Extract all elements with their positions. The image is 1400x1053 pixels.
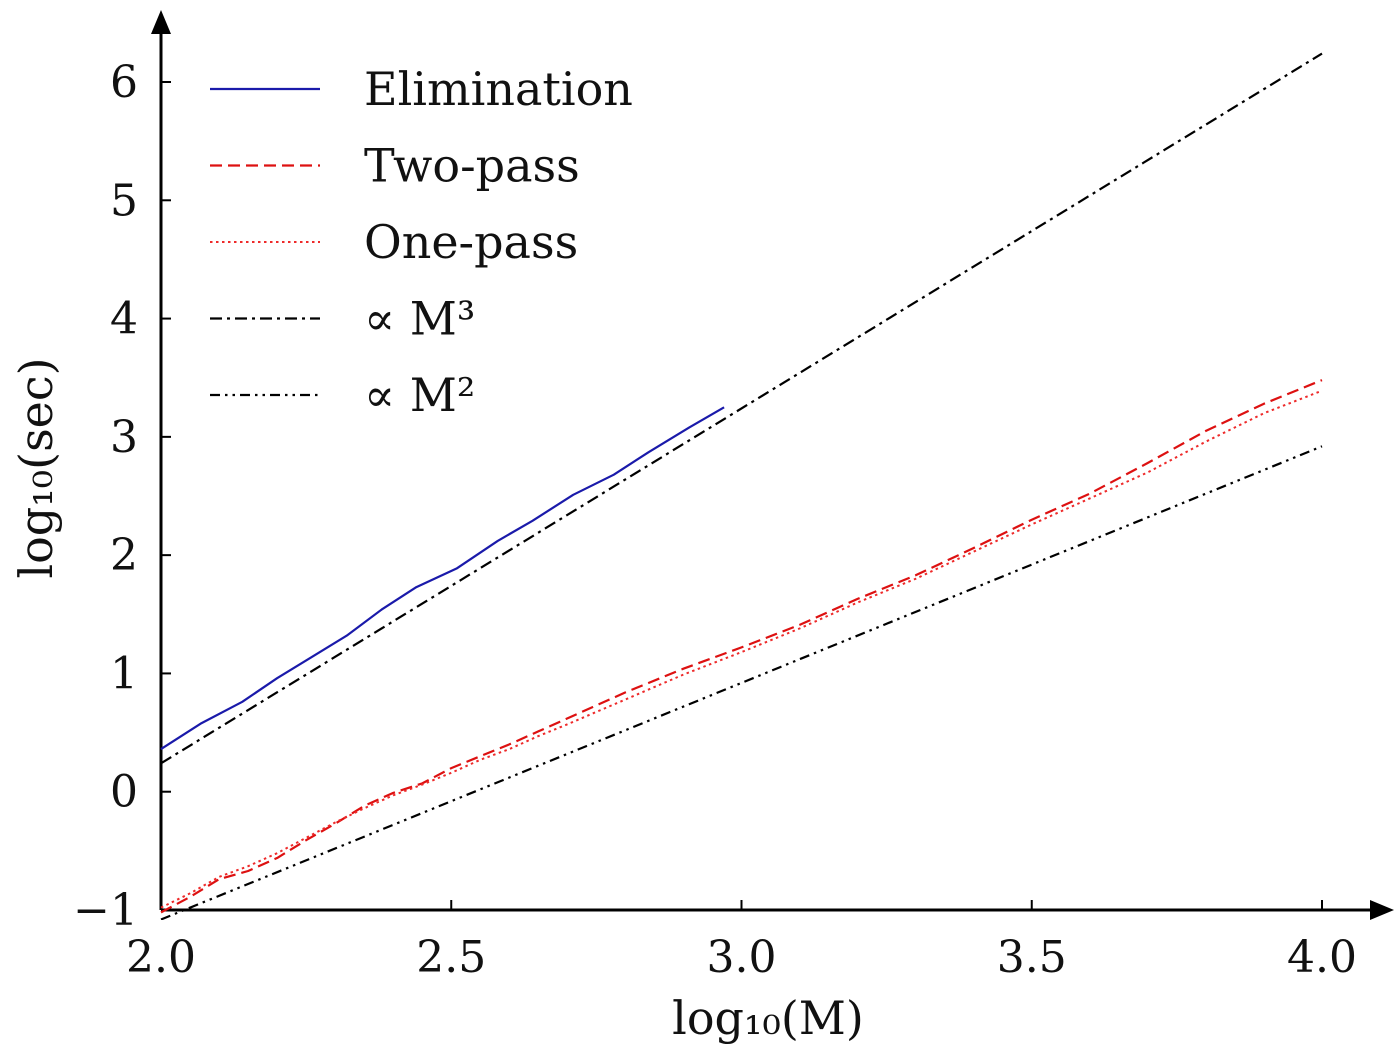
- x-tick-label: 3.5: [997, 932, 1067, 983]
- y-tick-label: −1: [73, 885, 138, 936]
- x-tick-label: 4.0: [1287, 932, 1357, 983]
- x-axis-ticks: 2.0 2.5 3.0 3.5 4.0: [126, 900, 1357, 983]
- series-line-4: [160, 445, 1323, 920]
- y-tick-label: 1: [110, 648, 138, 699]
- y-tick-label: 4: [110, 294, 138, 345]
- y-tick-label: 5: [110, 175, 138, 226]
- series-line-2: [160, 389, 1323, 909]
- legend-label-4: ∝ M²: [364, 368, 475, 422]
- x-axis-arrow: [1370, 900, 1394, 920]
- y-tick-label: 2: [110, 530, 138, 581]
- legend-label-2: One-pass: [364, 215, 578, 269]
- legend-label-1: Two-pass: [364, 139, 580, 193]
- series-line-1: [160, 379, 1323, 914]
- series-line-0: [160, 406, 725, 751]
- legend: Elimination Two-pass One-pass ∝ M³ ∝ M²: [210, 62, 633, 422]
- series-layer: [160, 52, 1323, 920]
- x-tick-label: 2.0: [126, 932, 196, 983]
- y-axis-arrow: [151, 10, 171, 34]
- y-axis-ticks: −1 0 1 2 3 4 5 6: [73, 57, 171, 936]
- axes: [151, 10, 1394, 920]
- x-axis-label: log₁₀(M): [672, 991, 864, 1045]
- y-tick-label: 6: [110, 57, 138, 108]
- x-tick-label: 3.0: [707, 932, 777, 983]
- y-axis-label: log₁₀(sec): [9, 357, 63, 578]
- y-tick-label: 0: [110, 767, 138, 818]
- legend-label-0: Elimination: [364, 62, 633, 116]
- series-line-3: [160, 52, 1323, 765]
- y-tick-label: 3: [110, 412, 138, 463]
- legend-label-3: ∝ M³: [364, 292, 475, 346]
- x-tick-label: 2.5: [416, 932, 486, 983]
